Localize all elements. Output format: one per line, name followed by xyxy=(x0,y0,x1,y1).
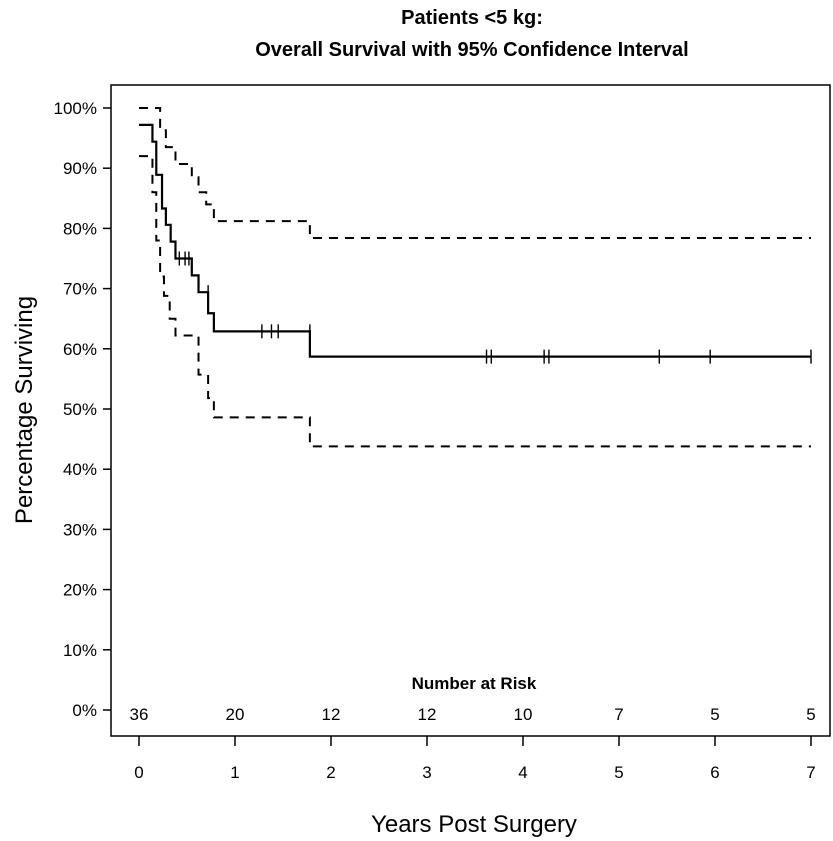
x-axis-title: Years Post Surgery xyxy=(371,811,577,838)
number-at-risk-title: Number at Risk xyxy=(412,674,537,693)
number-at-risk-value: 12 xyxy=(418,705,437,724)
chart-title: Patients <5 kg: xyxy=(401,7,543,29)
y-tick-label: 30% xyxy=(63,520,97,539)
censor-marks xyxy=(178,251,812,364)
number-at-risk-value: 20 xyxy=(226,705,245,724)
number-at-risk-value: 36 xyxy=(130,705,149,724)
x-tick-label: 7 xyxy=(806,763,815,782)
number-at-risk-value: 5 xyxy=(806,705,815,724)
number-at-risk-value: 10 xyxy=(514,705,533,724)
chart-subtitle: Overall Survival with 95% Confidence Int… xyxy=(255,39,689,61)
y-tick-label: 100% xyxy=(54,99,97,118)
x-tick-label: 6 xyxy=(710,763,719,782)
x-tick-label: 4 xyxy=(518,763,527,782)
y-tick-label: 40% xyxy=(63,460,97,479)
y-axis-title: Percentage Surviving xyxy=(11,296,38,524)
number-at-risk-value: 7 xyxy=(614,705,623,724)
number-at-risk-value: 5 xyxy=(710,705,719,724)
confidence-bound xyxy=(139,107,811,240)
number-at-risk-value: 12 xyxy=(322,705,341,724)
y-tick-label: 20% xyxy=(63,581,97,600)
series-layer xyxy=(139,107,811,448)
y-tick-label: 50% xyxy=(63,400,97,419)
x-axis: 0 1 2 3 4 5 6 7 xyxy=(134,736,816,782)
y-axis: 0% 10% 20% 30% 40% 50% 60% 70% 80% 90% 100% xyxy=(54,99,111,720)
y-tick-label: 10% xyxy=(63,641,97,660)
y-tick-label: 90% xyxy=(63,159,97,178)
number-at-risk-row: 36 20 12 12 10 7 5 5 xyxy=(130,705,816,724)
y-tick-label: 80% xyxy=(63,219,97,238)
x-tick-label: 5 xyxy=(614,763,623,782)
y-tick-label: 0% xyxy=(72,701,97,720)
x-tick-label: 0 xyxy=(134,763,143,782)
confidence-bound xyxy=(139,155,811,448)
x-tick-label: 2 xyxy=(326,763,335,782)
y-tick-label: 70% xyxy=(63,280,97,299)
x-tick-label: 3 xyxy=(422,763,431,782)
survival-curve xyxy=(139,123,811,358)
plot-frame xyxy=(110,84,831,737)
x-tick-label: 1 xyxy=(230,763,239,782)
y-tick-label: 60% xyxy=(63,340,97,359)
